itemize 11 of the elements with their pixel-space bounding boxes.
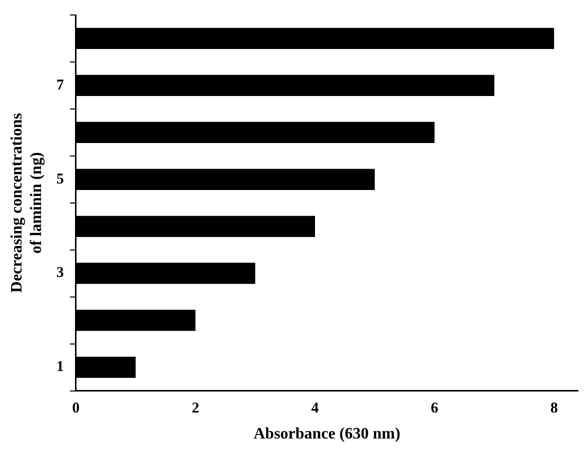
y-tick-label: 1 [56,359,64,376]
y-tick-label: 3 [56,265,64,282]
y-axis-title: Decreasing concentrations of laminin (ng) [8,113,45,293]
y-tick-label: 5 [56,171,64,188]
x-tick-label: 8 [550,400,558,417]
x-tick-label: 0 [72,400,80,417]
y-tick-label: 7 [56,77,64,94]
x-axis-title: Absorbance (630 nm) [254,426,400,443]
x-tick-label: 2 [192,400,200,417]
x-tick-label: 6 [430,400,439,417]
x-tick-label: 4 [311,400,320,417]
